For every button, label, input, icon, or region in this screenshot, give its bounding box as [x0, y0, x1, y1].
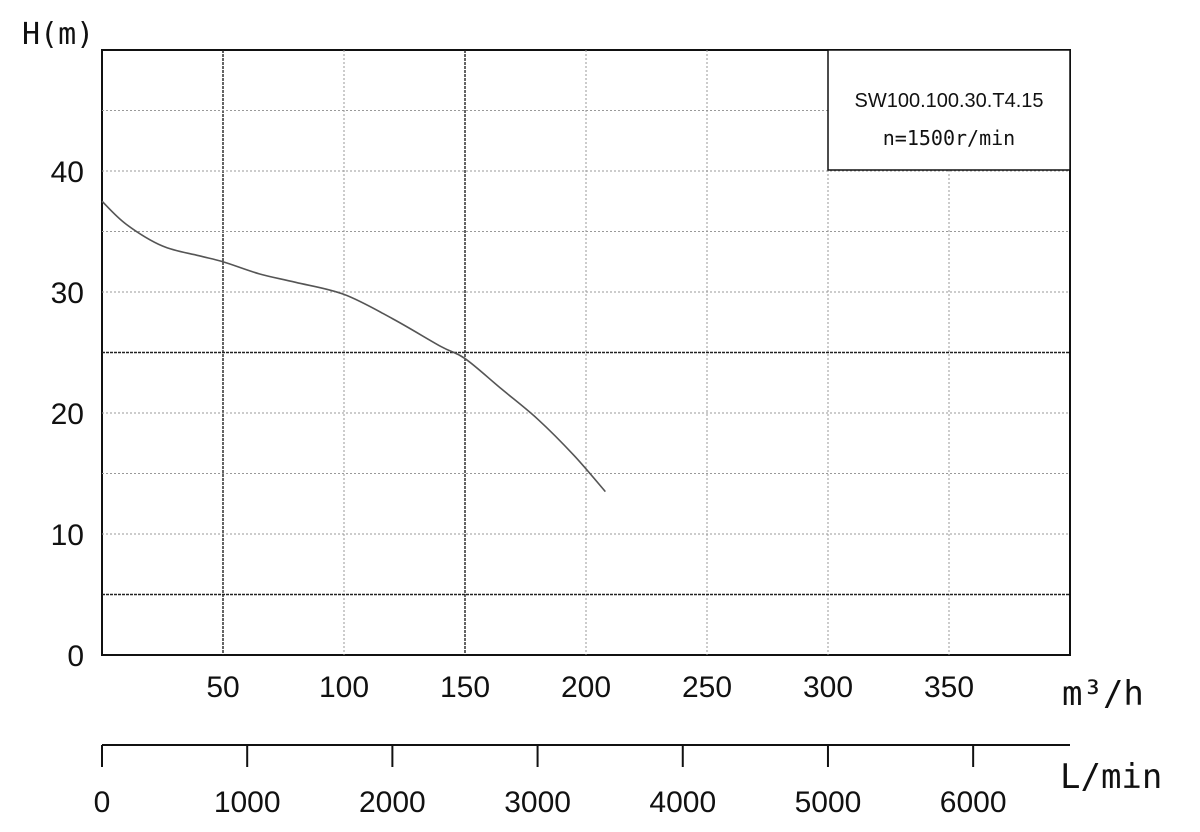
legend-speed-text: n=1500r/min	[883, 126, 1015, 150]
legend-model-text: SW100.100.30.T4.15	[854, 90, 1043, 112]
secondary-x-tick-label: 5000	[795, 786, 862, 819]
y-axis-label: H(m)	[22, 17, 94, 52]
secondary-x-axis-label: L/min	[1060, 757, 1162, 797]
secondary-x-tick-label: 2000	[359, 786, 426, 819]
y-tick-label: 10	[51, 519, 84, 552]
y-tick-labels: 0 10 20 30 40	[51, 156, 84, 673]
secondary-x-tick-label: 3000	[504, 786, 571, 819]
x-tick-label: 250	[682, 671, 732, 704]
curve-group	[101, 200, 606, 493]
secondary-x-tick-label: 1000	[214, 786, 281, 819]
y-tick-label: 30	[51, 277, 84, 310]
legend: SW100.100.30.T4.15 n=1500r/min	[827, 49, 1071, 171]
x-tick-label: 50	[206, 671, 239, 704]
x-axis-label: m³/h	[1062, 674, 1144, 714]
x-tick-labels: 50 100 150 200 250 300 350	[206, 671, 974, 704]
head-curve	[101, 200, 606, 493]
legend-box	[827, 49, 1071, 171]
y-tick-label: 40	[51, 156, 84, 189]
x-tick-label: 300	[803, 671, 853, 704]
secondary-x-tick-label: 4000	[649, 786, 716, 819]
x-tick-label: 100	[319, 671, 369, 704]
y-tick-label: 20	[51, 398, 84, 431]
y-tick-label: 0	[67, 640, 84, 673]
secondary-x-tick-label: 6000	[940, 786, 1007, 819]
x-tick-label: 150	[440, 671, 490, 704]
x-tick-label: 200	[561, 671, 611, 704]
secondary-axis: 0 1000 2000 3000 4000 5000 6000	[94, 744, 1070, 819]
x-tick-label: 350	[924, 671, 974, 704]
secondary-x-tick-label: 0	[94, 786, 111, 819]
